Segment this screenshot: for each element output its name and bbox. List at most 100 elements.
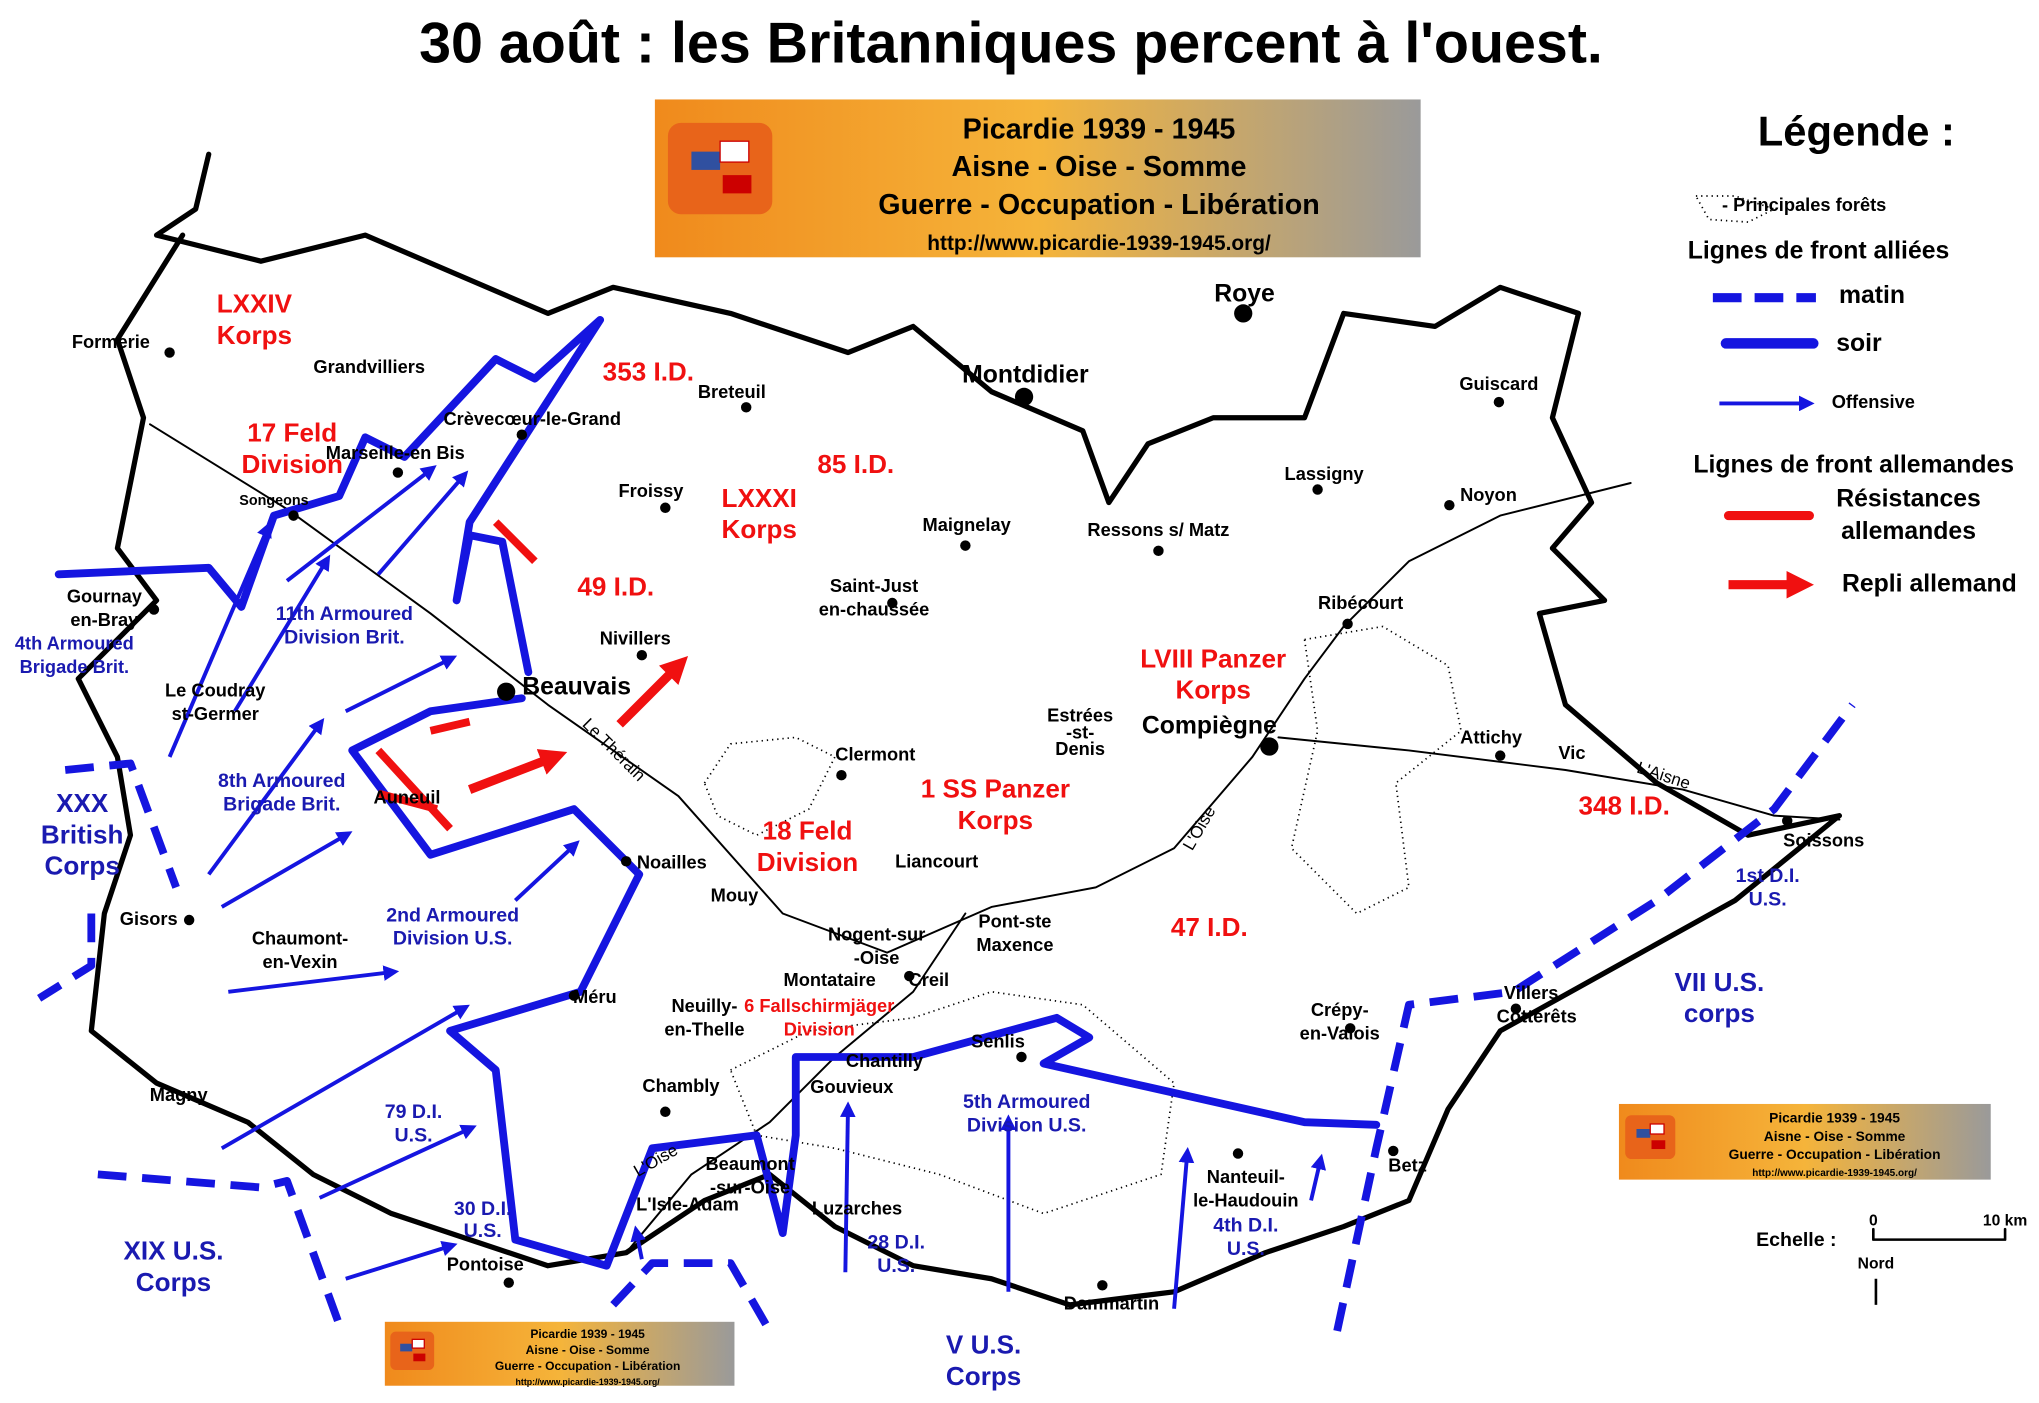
river-label: Le Thérain (579, 714, 649, 784)
places-label: Lassigny (1285, 463, 1365, 484)
town-dot (904, 970, 915, 982)
front-morning (97, 1170, 343, 1326)
town-dot (1388, 1145, 1399, 1157)
places-label: Le Coudray (165, 680, 266, 701)
town-dot (164, 347, 175, 358)
german-units-label: Korps (217, 320, 292, 350)
banner (654, 99, 1421, 258)
flag (1636, 1128, 1651, 1138)
legend-text: Légende : (1758, 108, 1955, 155)
offensive-arrow (228, 965, 400, 994)
banner-text: Aisne - Oise - Somme (1764, 1129, 1906, 1144)
flag (691, 151, 721, 170)
places-label: Crèvecœur-le-Grand (444, 408, 621, 429)
town-dot (636, 649, 648, 661)
places-label: Ressons s/ Matz (1087, 519, 1229, 540)
german-units-label: Korps (1176, 675, 1251, 705)
places-label: st-Germer (172, 703, 259, 724)
allied-units-label: Division U.S. (967, 1114, 1086, 1136)
river-label: L'Oise (1179, 803, 1219, 854)
legend-text: Nord (1858, 1256, 1895, 1273)
flag (1651, 1140, 1666, 1150)
places-label: Chaumont- (252, 927, 348, 948)
places-label: Compiègne (1142, 712, 1277, 739)
banner-text: Picardie 1939 - 1945 (1769, 1111, 1900, 1126)
allied-units-label: Brigade Brit. (20, 656, 130, 677)
places-label: Luzarches (812, 1197, 902, 1218)
german-units-label: 6 Fallschirmjäger (744, 995, 894, 1016)
banner-text: Guerre - Occupation - Libération (1729, 1147, 1941, 1162)
legend-text: - Principales forêts (1722, 194, 1886, 215)
places-label: Estrées (1047, 704, 1113, 725)
legend-text: Echelle : (1756, 1229, 1836, 1251)
town-dot (1232, 1148, 1244, 1159)
places-label: en-Valois (1300, 1023, 1380, 1044)
places-label: Nivillers (600, 627, 671, 648)
german-resistance (429, 717, 471, 735)
allied-units-label: U.S. (1749, 889, 1787, 911)
banner-flag (390, 1331, 435, 1371)
places-label: Liancourt (895, 850, 978, 871)
town-dot (660, 1106, 671, 1117)
places-label: Ribécourt (1318, 592, 1403, 613)
allied-units-label: 28 D.I. (867, 1232, 925, 1254)
allied-units-label: 1st D.I. (1736, 865, 1800, 887)
town-dot (1312, 484, 1323, 495)
places-label: Villers - (1504, 982, 1570, 1003)
german-units-label: Division (784, 1019, 855, 1040)
front-morning (1333, 702, 1856, 1332)
town-dot (1153, 545, 1164, 557)
river (625, 912, 967, 1254)
german-units-label: 348 I.D. (1578, 791, 1669, 821)
offensive-arrow (285, 465, 437, 583)
front-morning (610, 1259, 774, 1333)
legend-text: 0 (1869, 1213, 1878, 1230)
places-label: Pontoise (447, 1254, 524, 1275)
allied-units-label: Division U.S. (393, 928, 512, 950)
places-label: en-Thelle (664, 1019, 744, 1040)
town-dot (960, 540, 971, 551)
places-label: Vic (1558, 742, 1585, 763)
legend-text: Offensive (1832, 391, 1915, 412)
german-units-label: Division (241, 449, 342, 479)
places-label: Neuilly- (671, 995, 737, 1016)
places-label: Gisors (120, 908, 178, 929)
places-label: Clermont (835, 743, 915, 764)
places-label: Gournay (67, 586, 143, 607)
places-label: Nogent-sur (828, 923, 925, 944)
legend-label: allemandes (1841, 518, 1976, 545)
places-label: Gouvieux (810, 1076, 894, 1097)
banner-text: http://www.picardie-1939-1945.org/ (516, 1377, 661, 1387)
places-label: -Oise (854, 947, 900, 968)
offensive-arrow (345, 1241, 458, 1281)
allied-units-label: XXX (56, 788, 109, 818)
allied-units-label: VII U.S. (1674, 967, 1764, 997)
german-units-label: 47 I.D. (1171, 912, 1248, 942)
flag (413, 1353, 426, 1362)
legend-text: matin (1839, 282, 1905, 309)
flag (1649, 1123, 1665, 1135)
german-units-label: 353 I.D. (603, 356, 694, 386)
scale-bar (1872, 1227, 2007, 1241)
offensive-arrow (220, 1004, 470, 1150)
places-label: Maxence (976, 934, 1053, 955)
places-label: Méru (573, 986, 617, 1007)
allied-units-label: U.S. (877, 1255, 915, 1277)
offensive-arrow (1172, 1147, 1195, 1309)
legend-label: Résistances (1836, 485, 1981, 512)
legend-text: Lignes de front allemandes (1693, 452, 2014, 479)
german-retreat (616, 655, 689, 728)
places-label: L'Isle-Adam (636, 1194, 739, 1215)
places-label: Songeons (239, 493, 308, 509)
front-evening (54, 316, 605, 677)
river (149, 423, 1632, 954)
flag (400, 1343, 413, 1352)
german-units-label: 17 Feld (247, 418, 337, 448)
front-morning (64, 759, 180, 889)
banner-text: Guerre - Occupation - Libération (878, 189, 1320, 221)
offensive-arrow (167, 521, 272, 758)
places-label: en-chaussée (819, 599, 930, 620)
legend-text: Repli allemand (1842, 570, 2017, 597)
town-dot (516, 429, 528, 440)
german-resistance (377, 789, 439, 813)
